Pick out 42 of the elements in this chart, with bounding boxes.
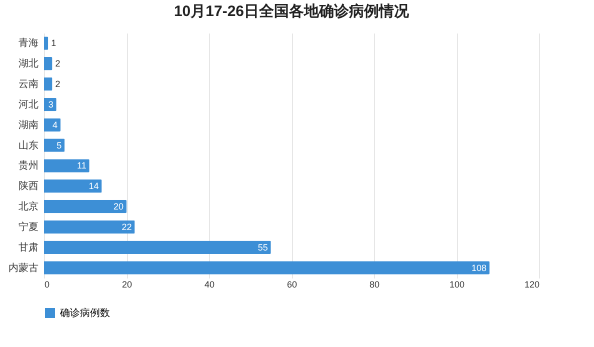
x-tick-label: 80 bbox=[369, 280, 380, 290]
bar bbox=[44, 240, 271, 254]
y-tick-label: 甘肃 bbox=[18, 241, 38, 254]
y-tick-label: 贵州 bbox=[18, 160, 38, 172]
data-label: 5 bbox=[56, 140, 62, 150]
y-tick-label: 内蒙古 bbox=[8, 262, 38, 274]
bar bbox=[44, 180, 102, 193]
x-tick-label: 0 bbox=[44, 280, 50, 290]
x-tick-label: 60 bbox=[286, 280, 298, 290]
bar bbox=[44, 200, 126, 214]
y-tick-label: 北京 bbox=[18, 200, 38, 213]
y-tick-label: 山东 bbox=[18, 139, 38, 152]
x-tick-label: 40 bbox=[204, 280, 215, 290]
y-tick-label: 湖南 bbox=[18, 118, 38, 131]
data-label: 11 bbox=[77, 160, 86, 171]
y-tick-label: 云南 bbox=[18, 78, 38, 90]
x-tick-label: 120 bbox=[524, 280, 540, 290]
bar bbox=[44, 118, 60, 132]
data-label: 2 bbox=[55, 79, 60, 90]
data-label: 22 bbox=[122, 222, 132, 232]
y-tick-label: 湖北 bbox=[18, 58, 38, 70]
x-tick-label: 20 bbox=[122, 280, 132, 290]
legend-label: 确诊病例数 bbox=[59, 307, 110, 319]
bar bbox=[44, 57, 52, 70]
y-tick-label: 河北 bbox=[18, 98, 38, 110]
bar bbox=[44, 261, 490, 274]
data-label: 55 bbox=[258, 242, 268, 252]
x-tick-label: 100 bbox=[449, 280, 465, 290]
data-label: 1 bbox=[51, 38, 56, 48]
y-tick-label: 青海 bbox=[18, 37, 38, 50]
data-label: 2 bbox=[55, 58, 60, 69]
data-label: 4 bbox=[52, 120, 58, 130]
bar bbox=[44, 220, 135, 234]
chart-title: 10月17-26日全国各地确诊病例情况 bbox=[174, 3, 410, 20]
y-tick-label: 宁夏 bbox=[18, 220, 38, 233]
data-label: 108 bbox=[471, 262, 486, 273]
y-tick-label: 陕西 bbox=[18, 180, 38, 192]
bar bbox=[44, 77, 52, 91]
data-label: 14 bbox=[88, 181, 99, 192]
data-label: 3 bbox=[48, 99, 54, 110]
bar bbox=[44, 36, 48, 50]
data-label: 20 bbox=[113, 202, 124, 212]
